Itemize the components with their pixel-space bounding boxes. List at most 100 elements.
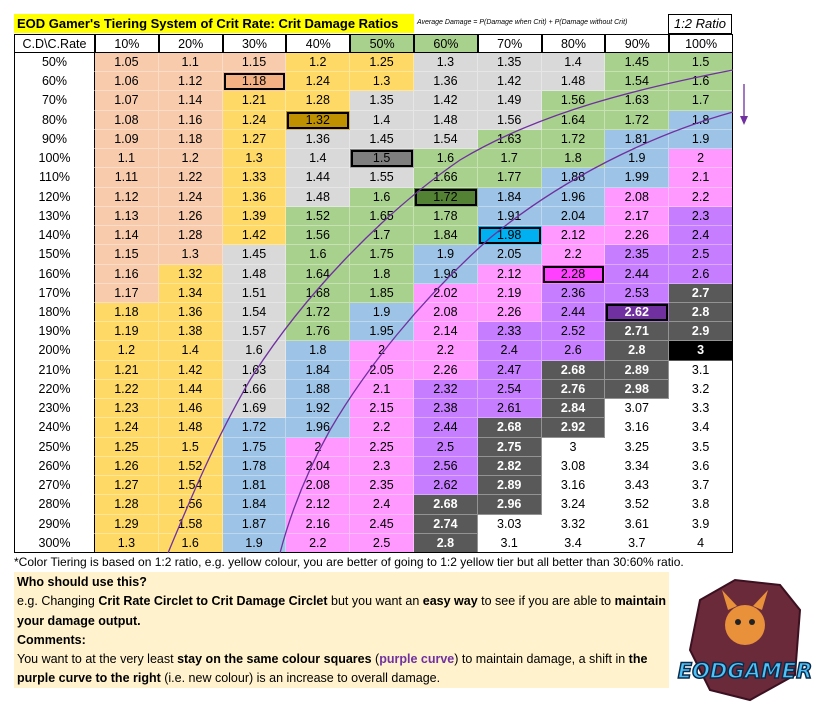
table-cell: 1.22 — [158, 168, 223, 188]
column-header: 20% — [158, 34, 223, 53]
table-cell: 2.3 — [669, 206, 733, 227]
table-cell: 1.78 — [222, 456, 287, 477]
table-cell: 1.15 — [222, 53, 287, 73]
table-cell: 3.43 — [605, 476, 670, 496]
table-cell: 2.45 — [350, 514, 414, 534]
table-cell: 2.26 — [477, 303, 542, 323]
logo-eye — [749, 619, 755, 625]
table-cell: 3.07 — [605, 399, 670, 419]
table-cell: 1.42 — [158, 360, 223, 380]
table-cell: 1.84 — [222, 495, 287, 515]
table-cell: 1.84 — [414, 226, 478, 246]
table-cell: 2.62 — [414, 476, 478, 496]
logo-ears — [722, 590, 768, 610]
table-cell: 1.72 — [414, 187, 478, 207]
table-cell: 2.08 — [286, 476, 351, 496]
table-cell: 1.56 — [477, 110, 542, 130]
table-cell: 1.44 — [286, 168, 351, 188]
table-cell: 2.44 — [605, 264, 670, 284]
table-cell: 1.9 — [414, 245, 478, 265]
table-cell: 1.51 — [222, 283, 287, 303]
table-cell: 1.16 — [95, 264, 159, 284]
table-cell: 1.35 — [477, 53, 542, 73]
row-header: 230% — [14, 399, 95, 419]
table-cell: 1.8 — [286, 341, 351, 361]
table-cell: 2.96 — [477, 495, 542, 515]
table-cell: 3 — [669, 341, 733, 361]
table-cell: 2.68 — [414, 495, 478, 515]
table-cell: 1.69 — [222, 399, 287, 419]
table-cell: 1.3 — [222, 149, 287, 169]
table-cell: 1.96 — [286, 418, 351, 438]
table-cell: 1.8 — [350, 264, 414, 284]
table-cell: 1.24 — [95, 418, 159, 438]
table-cell: 2.04 — [286, 456, 351, 477]
table-cell: 1.33 — [222, 168, 287, 188]
table-cell: 2.71 — [605, 322, 670, 342]
table-cell: 1.5 — [158, 437, 223, 457]
table-cell: 2.44 — [541, 303, 606, 323]
table-cell: 1.75 — [222, 437, 287, 457]
note-text: Who should use this? — [17, 575, 147, 589]
corner-header: C.D\C.Rate — [14, 34, 95, 53]
table-cell: 1.49 — [477, 91, 542, 111]
table-cell: 1.63 — [222, 360, 287, 380]
table-cell: 3 — [541, 437, 606, 457]
table-cell: 1.08 — [95, 110, 159, 130]
table-cell: 1.84 — [286, 360, 351, 380]
table-cell: 1.6 — [414, 149, 478, 169]
table-cell: 1.28 — [95, 495, 159, 515]
table-cell: 1.55 — [350, 168, 414, 188]
table-cell: 1.72 — [222, 418, 287, 438]
row-header: 210% — [14, 360, 95, 380]
table-cell: 1.1 — [158, 53, 223, 73]
table-cell: 2.8 — [414, 533, 478, 553]
table-cell: 1.45 — [605, 53, 670, 73]
table-cell: 1.91 — [477, 206, 542, 227]
table-cell: 1.18 — [95, 303, 159, 323]
table-cell: 1.11 — [95, 168, 159, 188]
table-cell: 2.12 — [477, 264, 542, 284]
row-header: 90% — [14, 129, 95, 150]
table-cell: 1.88 — [286, 379, 351, 400]
table-cell: 1.42 — [414, 91, 478, 111]
table-cell: 1.64 — [541, 110, 606, 130]
table-cell: 1.81 — [605, 129, 670, 150]
table-cell: 1.84 — [477, 187, 542, 207]
table-cell: 3.3 — [669, 399, 733, 419]
table-cell: 1.4 — [286, 149, 351, 169]
table-cell: 3.32 — [541, 514, 606, 534]
table-cell: 1.54 — [222, 303, 287, 323]
table-cell: 1.48 — [158, 418, 223, 438]
table-cell: 1.48 — [222, 264, 287, 284]
table-cell: 1.05 — [95, 53, 159, 73]
row-header: 60% — [14, 72, 95, 92]
table-cell: 1.25 — [350, 53, 414, 73]
row-header: 190% — [14, 322, 95, 342]
table-cell: 2.08 — [605, 187, 670, 207]
logo-shield — [688, 578, 802, 702]
table-cell: 1.6 — [286, 245, 351, 265]
table-cell: 2.4 — [477, 341, 542, 361]
note-text: You want to at the very least — [17, 652, 178, 667]
note-text: ) to maintain damage, a shift in — [454, 652, 629, 667]
table-cell: 1.36 — [158, 303, 223, 323]
row-header: 220% — [14, 379, 95, 400]
table-cell: 3.52 — [605, 495, 670, 515]
note-line: Comments: — [17, 631, 666, 650]
table-cell: 1.34 — [158, 283, 223, 303]
row-header: 260% — [14, 456, 95, 477]
table-cell: 1.28 — [286, 91, 351, 111]
table-cell: 1.35 — [350, 91, 414, 111]
table-cell: 1.92 — [286, 399, 351, 419]
row-header: 240% — [14, 418, 95, 438]
table-cell: 2.6 — [669, 264, 733, 284]
table-cell: 3.34 — [605, 456, 670, 477]
table-cell: 1.48 — [414, 110, 478, 130]
table-cell: 2.44 — [414, 418, 478, 438]
table-cell: 1.48 — [541, 72, 606, 92]
table-cell: 1.68 — [286, 283, 351, 303]
table-cell: 2.8 — [605, 341, 670, 361]
table-cell: 3.4 — [541, 533, 606, 553]
note-text: to see if you are able to — [477, 594, 615, 609]
